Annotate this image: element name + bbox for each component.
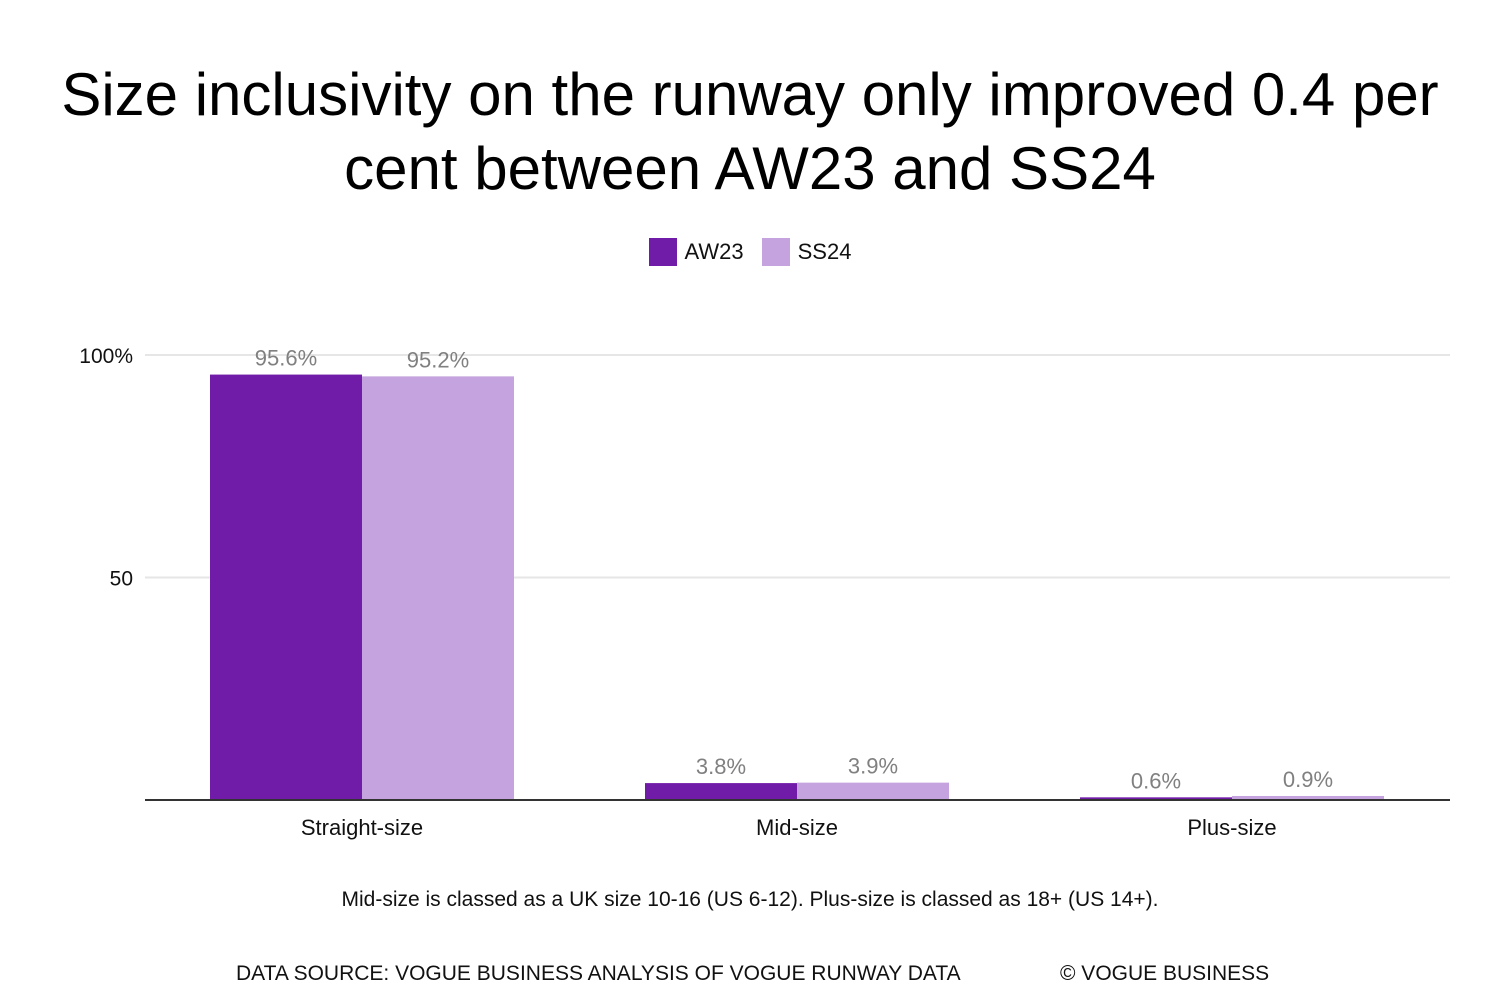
y-tick-label: 100% — [79, 345, 133, 368]
legend-item-aw23: AW23 — [648, 238, 744, 266]
chart-note: Mid-size is classed as a UK size 10-16 (… — [341, 888, 1159, 911]
bar-aw23-2 — [645, 783, 797, 800]
bar-ss24-3 — [1232, 795, 1384, 800]
chart-title: Size inclusivity on the runway only impr… — [61, 61, 1439, 202]
x-tick-label: Straight-size — [301, 815, 423, 840]
data-label: 0.9% — [1283, 767, 1333, 792]
x-tick-label: Plus-size — [1187, 815, 1276, 840]
data-source: DATA SOURCE: VOGUE BUSINESS ANALYSIS OF … — [236, 962, 961, 985]
legend-swatch-ss24 — [761, 238, 790, 266]
data-label: 3.9% — [848, 754, 898, 779]
data-label: 95.2% — [407, 347, 469, 372]
bar-aw23-3 — [1080, 797, 1232, 800]
copyright: © VOGUE BUSINESS — [1060, 962, 1270, 985]
data-label: 3.8% — [696, 754, 746, 779]
legend-label-aw23: AW23 — [684, 239, 744, 264]
chart-legend: AW23 SS24 — [0, 238, 1500, 266]
x-tick-label: Mid-size — [756, 815, 838, 840]
legend-swatch-aw23 — [648, 238, 677, 266]
legend-label-ss24: SS24 — [797, 239, 852, 264]
legend-item-ss24: SS24 — [761, 238, 852, 266]
data-label: 95.6% — [255, 346, 317, 371]
data-label: 0.6% — [1131, 768, 1181, 793]
bar-aw23-1 — [210, 374, 362, 800]
bar-ss24-1 — [362, 376, 514, 800]
bar-ss24-2 — [797, 782, 949, 800]
y-tick-label: 50 — [110, 568, 133, 591]
